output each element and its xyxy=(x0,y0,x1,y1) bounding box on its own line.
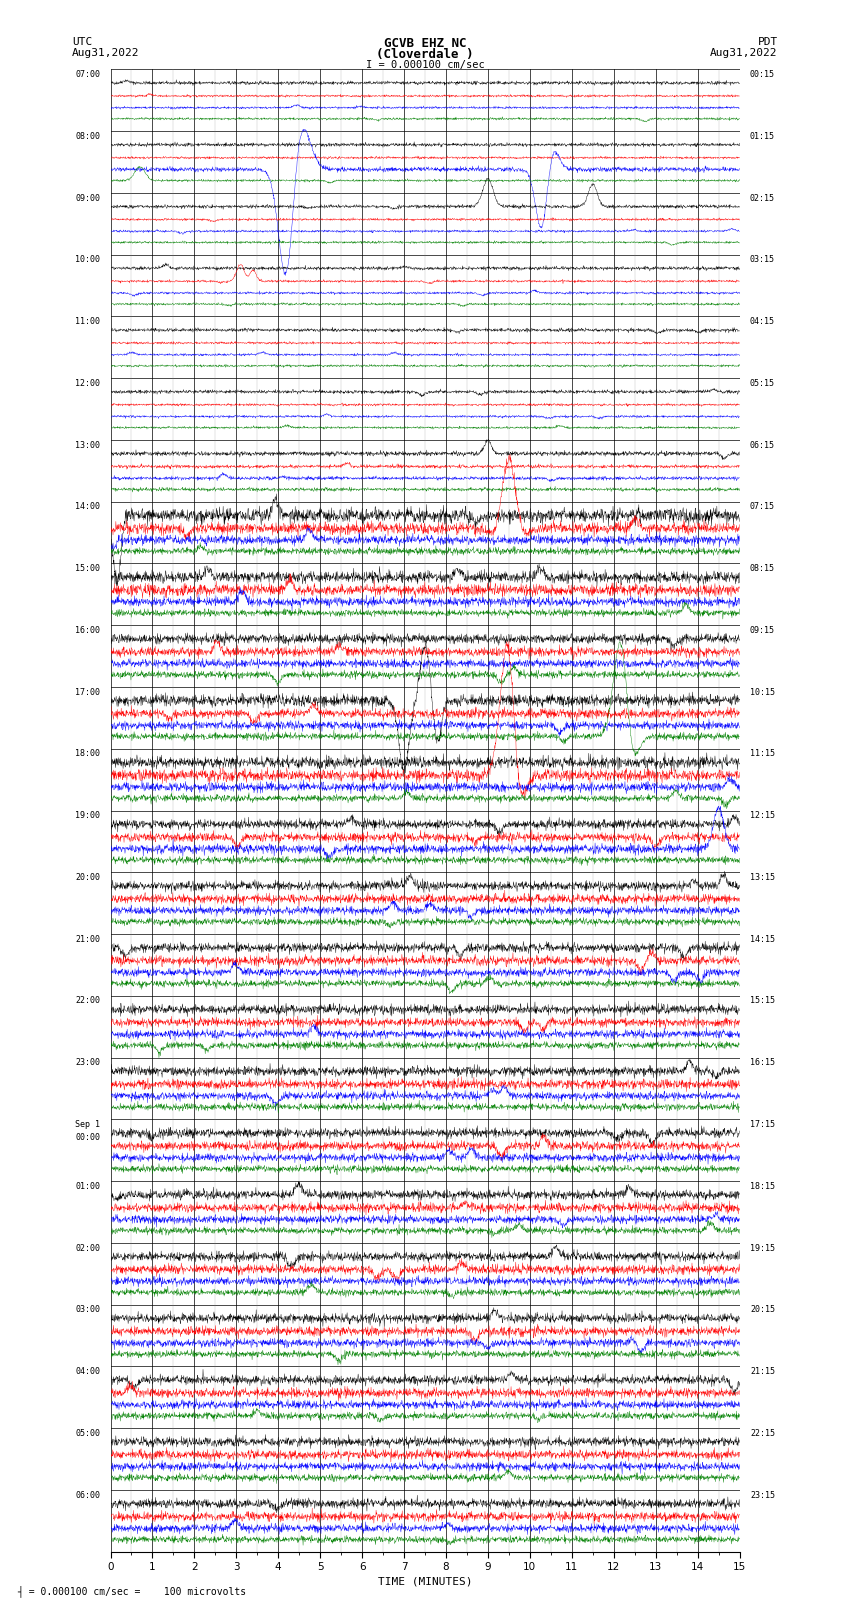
Text: 22:15: 22:15 xyxy=(750,1429,775,1437)
Text: 03:15: 03:15 xyxy=(750,255,775,265)
Text: 02:15: 02:15 xyxy=(750,194,775,203)
Text: 01:00: 01:00 xyxy=(75,1182,100,1190)
Text: 17:00: 17:00 xyxy=(75,687,100,697)
Text: 06:00: 06:00 xyxy=(75,1490,100,1500)
Text: 02:00: 02:00 xyxy=(75,1244,100,1253)
Text: 18:00: 18:00 xyxy=(75,750,100,758)
Text: 07:15: 07:15 xyxy=(750,502,775,511)
Text: 07:00: 07:00 xyxy=(75,69,100,79)
Text: Aug31,2022: Aug31,2022 xyxy=(711,48,778,58)
Text: 16:00: 16:00 xyxy=(75,626,100,636)
Text: 20:15: 20:15 xyxy=(750,1305,775,1315)
Text: 10:15: 10:15 xyxy=(750,687,775,697)
Text: 08:15: 08:15 xyxy=(750,565,775,573)
Text: 14:00: 14:00 xyxy=(75,502,100,511)
Text: UTC: UTC xyxy=(72,37,93,47)
Text: 05:00: 05:00 xyxy=(75,1429,100,1437)
Text: 19:15: 19:15 xyxy=(750,1244,775,1253)
Text: 12:00: 12:00 xyxy=(75,379,100,387)
Text: ┤ = 0.000100 cm/sec =    100 microvolts: ┤ = 0.000100 cm/sec = 100 microvolts xyxy=(17,1586,246,1597)
Text: 10:00: 10:00 xyxy=(75,255,100,265)
Text: GCVB EHZ NC: GCVB EHZ NC xyxy=(383,37,467,50)
X-axis label: TIME (MINUTES): TIME (MINUTES) xyxy=(377,1576,473,1586)
Text: PDT: PDT xyxy=(757,37,778,47)
Text: 17:15: 17:15 xyxy=(750,1119,775,1129)
Text: 13:15: 13:15 xyxy=(750,873,775,882)
Text: 09:15: 09:15 xyxy=(750,626,775,636)
Text: 21:15: 21:15 xyxy=(750,1368,775,1376)
Text: 00:00: 00:00 xyxy=(75,1132,100,1142)
Text: 15:00: 15:00 xyxy=(75,565,100,573)
Text: 05:15: 05:15 xyxy=(750,379,775,387)
Text: 11:00: 11:00 xyxy=(75,318,100,326)
Text: 23:00: 23:00 xyxy=(75,1058,100,1068)
Text: 09:00: 09:00 xyxy=(75,194,100,203)
Text: 19:00: 19:00 xyxy=(75,811,100,819)
Text: 08:00: 08:00 xyxy=(75,132,100,140)
Text: 18:15: 18:15 xyxy=(750,1182,775,1190)
Text: 00:15: 00:15 xyxy=(750,69,775,79)
Text: 21:00: 21:00 xyxy=(75,934,100,944)
Text: 13:00: 13:00 xyxy=(75,440,100,450)
Text: 22:00: 22:00 xyxy=(75,997,100,1005)
Text: 20:00: 20:00 xyxy=(75,873,100,882)
Text: 11:15: 11:15 xyxy=(750,750,775,758)
Text: 06:15: 06:15 xyxy=(750,440,775,450)
Text: 14:15: 14:15 xyxy=(750,934,775,944)
Text: 04:00: 04:00 xyxy=(75,1368,100,1376)
Text: 12:15: 12:15 xyxy=(750,811,775,819)
Text: 15:15: 15:15 xyxy=(750,997,775,1005)
Text: (Cloverdale ): (Cloverdale ) xyxy=(377,48,473,61)
Text: 04:15: 04:15 xyxy=(750,318,775,326)
Text: 03:00: 03:00 xyxy=(75,1305,100,1315)
Text: 23:15: 23:15 xyxy=(750,1490,775,1500)
Text: I = 0.000100 cm/sec: I = 0.000100 cm/sec xyxy=(366,60,484,69)
Text: 16:15: 16:15 xyxy=(750,1058,775,1068)
Text: 01:15: 01:15 xyxy=(750,132,775,140)
Text: Aug31,2022: Aug31,2022 xyxy=(72,48,139,58)
Text: Sep 1: Sep 1 xyxy=(75,1119,100,1129)
